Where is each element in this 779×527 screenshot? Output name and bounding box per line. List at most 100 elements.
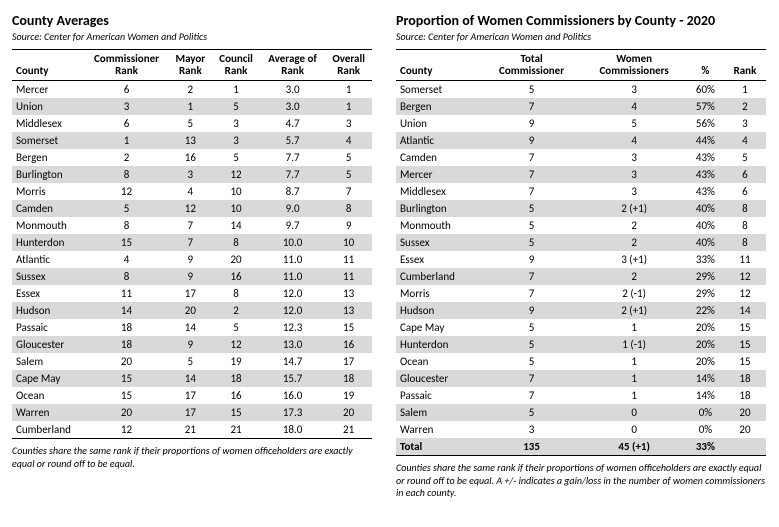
cell: Camden: [12, 200, 84, 217]
cell: Passaic: [396, 387, 482, 404]
table-row: Salem2051914.717: [12, 353, 372, 370]
cell: Morris: [396, 285, 482, 302]
cell: 13: [325, 302, 372, 319]
cell: 57%: [687, 98, 724, 115]
cell: 6: [84, 81, 168, 99]
cell: 18.0: [260, 421, 325, 439]
cell: 3: [581, 81, 686, 99]
cell: 7: [482, 98, 582, 115]
cell: 5: [325, 149, 372, 166]
cell: Hunterdon: [12, 234, 84, 251]
cell: Monmouth: [396, 217, 482, 234]
cell: 18: [84, 336, 168, 353]
cell: Sussex: [396, 234, 482, 251]
cell: 3: [84, 98, 168, 115]
cell: 4: [84, 251, 168, 268]
cell: 1: [724, 81, 766, 99]
cell: 5: [482, 319, 582, 336]
cell: Burlington: [396, 200, 482, 217]
cell: 7: [482, 166, 582, 183]
table-row: Middlesex6534.73: [12, 115, 372, 132]
cell: 3.0: [260, 98, 325, 115]
cell: 5: [212, 98, 260, 115]
cell: 4: [724, 132, 766, 149]
table-row: Hudson1420212.013: [12, 302, 372, 319]
cell: 14.7: [260, 353, 325, 370]
table-row: Atlantic492011.011: [12, 251, 372, 268]
cell: 5: [482, 200, 582, 217]
total-cell: [724, 438, 766, 456]
table-row: Cape May15141815.718: [12, 370, 372, 387]
cell: Essex: [12, 285, 84, 302]
cell: 6: [724, 183, 766, 200]
cell: 40%: [687, 234, 724, 251]
cell: 16.0: [260, 387, 325, 404]
table-row: Cumberland7229%12: [396, 268, 766, 285]
cell: 2: [169, 81, 213, 99]
cell: 5: [482, 81, 582, 99]
cell: 5: [724, 149, 766, 166]
cell: Middlesex: [12, 115, 84, 132]
table-row: Warren20171517.320: [12, 404, 372, 421]
col-council-rank: CouncilRank: [212, 50, 260, 81]
right-title: Proportion of Women Commissioners by Cou…: [396, 12, 766, 29]
cell: 5: [482, 404, 582, 421]
cell: 14: [169, 319, 213, 336]
cell: 3.0: [260, 81, 325, 99]
cell: Cumberland: [12, 421, 84, 439]
cell: Hudson: [12, 302, 84, 319]
cell: 3: [724, 115, 766, 132]
table-row: Camden512109.08: [12, 200, 372, 217]
cell: 14: [212, 217, 260, 234]
right-footnote: Counties share the same rank if their pr…: [396, 462, 766, 500]
cell: 2 (+1): [581, 200, 686, 217]
cell: 5: [169, 353, 213, 370]
cell: 1: [581, 370, 686, 387]
cell: 11.0: [260, 251, 325, 268]
cell: 3: [581, 166, 686, 183]
table-row: Union3153.01: [12, 98, 372, 115]
cell: 9: [482, 302, 582, 319]
table-row: Camden7343%5: [396, 149, 766, 166]
cell: Passaic: [12, 319, 84, 336]
cell: 20: [325, 404, 372, 421]
cell: 2: [212, 302, 260, 319]
cell: 20: [212, 251, 260, 268]
cell: 20: [724, 421, 766, 438]
cell: 17.3: [260, 404, 325, 421]
cell: 33%: [687, 251, 724, 268]
cell: 14%: [687, 370, 724, 387]
table-row: Passaic7114%18: [396, 387, 766, 404]
cell: Atlantic: [396, 132, 482, 149]
cell: 43%: [687, 149, 724, 166]
cell: 10: [325, 234, 372, 251]
cell: 12.0: [260, 302, 325, 319]
cell: 12: [84, 421, 168, 439]
cell: 2: [581, 217, 686, 234]
cell: 3 (+1): [581, 251, 686, 268]
col-county: County: [12, 50, 84, 81]
cell: 21: [212, 421, 260, 439]
cell: 20%: [687, 353, 724, 370]
cell: 1: [581, 319, 686, 336]
cell: 8: [724, 200, 766, 217]
table-row: Morris72 (-1)29%12: [396, 285, 766, 302]
cell: Somerset: [12, 132, 84, 149]
layout-wrap: County Averages Source: Center for Ameri…: [12, 12, 767, 500]
cell: 0%: [687, 421, 724, 438]
cell: 3: [482, 421, 582, 438]
cell: 8: [724, 217, 766, 234]
cell: Morris: [12, 183, 84, 200]
cell: Ocean: [12, 387, 84, 404]
cell: Monmouth: [12, 217, 84, 234]
women-commissioners-panel: Proportion of Women Commissioners by Cou…: [396, 12, 766, 500]
cell: 11: [325, 251, 372, 268]
cell: 1: [581, 353, 686, 370]
cell: Middlesex: [396, 183, 482, 200]
cell: 18: [325, 370, 372, 387]
cell: 9: [325, 217, 372, 234]
table-row: Warren300%20: [396, 421, 766, 438]
cell: 5: [212, 319, 260, 336]
cell: 3: [325, 115, 372, 132]
cell: 20: [84, 404, 168, 421]
